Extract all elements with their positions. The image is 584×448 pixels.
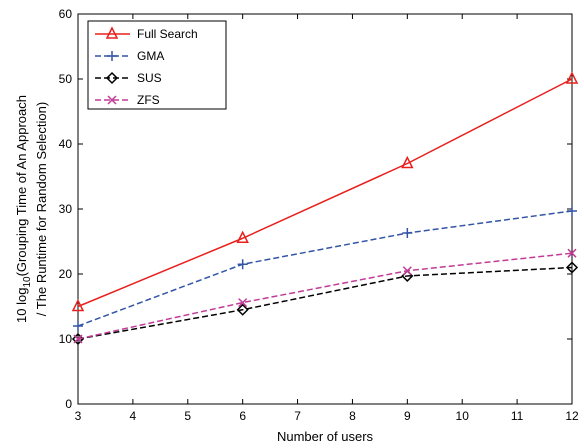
legend-marker-sus [105,71,119,85]
legend-label-full-search: Full Search [137,27,198,41]
x-tick-label: 9 [404,409,411,423]
y-axis-title-prefix: 10 log [14,288,29,323]
legend-entry-gma: GMA [95,49,164,63]
legend: Full Search GMA SUS ZFS [87,20,227,110]
legend-marker-full-search [105,26,119,39]
data-point-full-search [565,71,579,84]
series-line-zfs [77,252,573,340]
x-tick-label: 4 [130,409,137,423]
legend-label-gma: GMA [137,49,164,63]
x-tick-label: 12 [565,409,579,423]
series-line-sus [77,266,573,340]
legend-marker-zfs [107,95,117,105]
x-axis-title: Number of users [277,429,374,444]
y-tick-label: 50 [59,72,73,86]
legend-entry-sus: SUS [95,71,162,85]
data-point-zfs [238,298,248,308]
series-layer [71,71,579,346]
legend-entry-zfs: ZFS [95,93,160,107]
x-tick-label: 7 [294,409,301,423]
data-point-full-search [236,230,249,243]
y-tick-label: 40 [59,137,73,151]
y-axis-title-suffix: (Grouping Time of An Approach [14,95,29,276]
data-point-gma [237,259,248,270]
data-point-zfs [73,334,83,344]
axis-ticks: 3 4 5 6 7 8 9 10 11 12 0 10 20 30 40 50 60 [59,7,579,423]
data-point-sus [236,303,249,316]
y-tick-label: 60 [59,7,73,21]
x-tick-label: 11 [511,409,524,423]
data-point-sus [71,332,85,346]
x-tick-label: 8 [349,409,356,423]
y-axis-title-subscript: 10 [22,276,33,288]
legend-box [87,20,227,110]
x-tick-label: 6 [239,409,246,423]
data-point-gma [73,321,83,331]
series-zfs [73,248,577,344]
y-tick-label: 20 [59,267,73,281]
legend-label-sus: SUS [137,71,162,85]
series-gma [73,205,577,331]
legend-entry-full-search: Full Search [95,26,198,41]
series-full-search [71,71,579,312]
y-tick-label: 30 [59,202,73,216]
data-point-full-search [401,155,414,169]
y-axis-title-line2: / The Runtime for Random Selection) [34,102,49,316]
data-point-gma [567,205,577,216]
x-tick-label: 3 [75,409,82,423]
y-tick-label: 10 [59,332,73,346]
legend-marker-gma [107,51,117,61]
series-line-gma [77,210,573,327]
x-tick-label: 5 [184,409,191,423]
y-axis-title-line1: 10 log10(Grouping Time of An Approach [14,95,33,323]
legend-label-zfs: ZFS [137,93,160,107]
data-point-sus [565,261,579,274]
data-point-zfs [567,248,577,258]
y-tick-label: 0 [65,397,72,411]
x-tick-label: 10 [456,409,470,423]
series-line-full-search [77,78,573,308]
data-point-zfs [402,266,412,276]
data-point-gma [402,228,413,239]
data-point-full-search [71,298,85,312]
